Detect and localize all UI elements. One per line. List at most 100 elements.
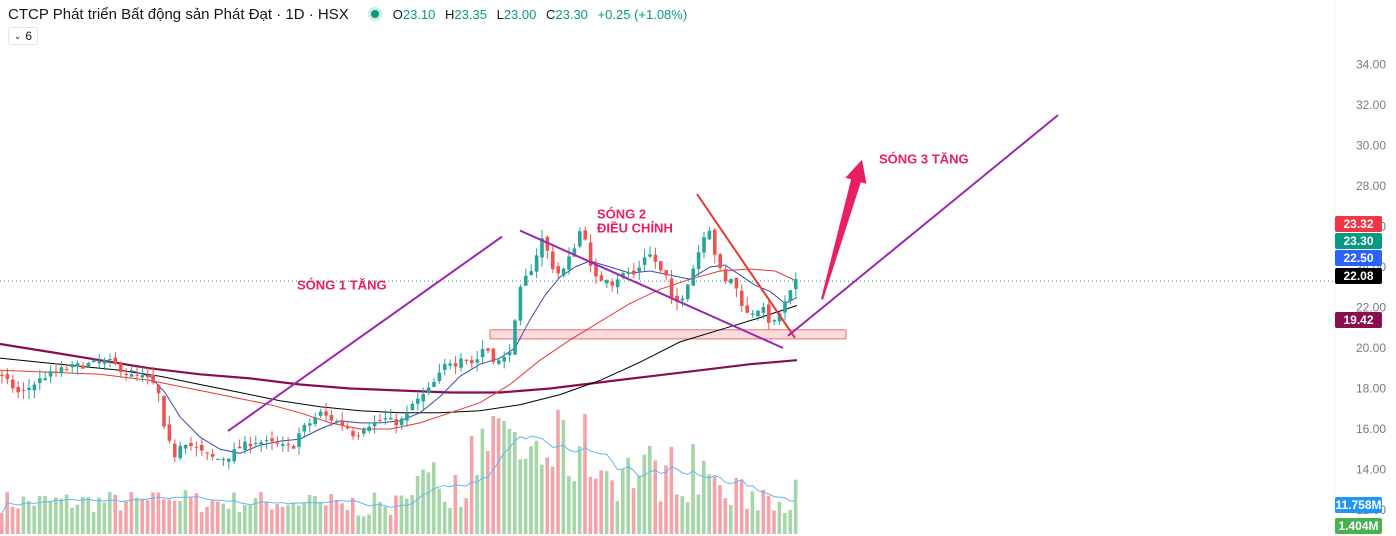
volume-bar [648, 445, 652, 534]
volume-bar [205, 506, 209, 534]
volume-bar [351, 497, 355, 534]
candle-body [437, 372, 442, 381]
candle-body [524, 275, 528, 286]
volume-bar [5, 492, 9, 534]
candle-body [248, 443, 253, 447]
candle-body [302, 424, 307, 432]
candle-body [372, 422, 377, 427]
volume-bar [70, 507, 74, 534]
volume-bar [48, 500, 53, 534]
volume-bar [388, 514, 393, 534]
volume-bar [556, 409, 560, 534]
candle-body [615, 279, 620, 288]
candle-body [464, 359, 469, 361]
wave-annotation[interactable]: SÓNG 2 [597, 206, 646, 221]
volume-bar [367, 514, 371, 534]
candle-body [702, 237, 706, 253]
trendline[interactable] [696, 193, 796, 339]
volume-bar [275, 503, 279, 534]
volume-bar [199, 511, 204, 534]
volume-bar [113, 494, 117, 534]
candle-body [216, 459, 220, 461]
wave-annotation[interactable]: ĐIỀU CHỈNH [597, 221, 673, 236]
trendline[interactable] [787, 114, 1059, 337]
volume-bar [480, 428, 485, 534]
volume-bar [496, 418, 501, 534]
candle-body [480, 349, 485, 358]
volume-bar [523, 458, 528, 534]
candle-body [11, 379, 15, 389]
candle-body [723, 269, 728, 282]
volume-bar [680, 496, 684, 534]
volume-bar [183, 490, 188, 534]
volume-bar [286, 504, 290, 534]
y-tick-label: 28.00 [1356, 179, 1386, 193]
candle-body [443, 364, 447, 370]
volume-bar [167, 499, 171, 534]
volume-bar [178, 500, 182, 534]
volume-bar [750, 491, 755, 534]
volume-bar [307, 494, 312, 534]
volume-bar [545, 457, 549, 534]
volume-bar [124, 501, 128, 534]
svg-text:23.32: 23.32 [1343, 217, 1373, 231]
candle-body [178, 445, 182, 459]
volume-bar [356, 515, 360, 534]
candle-body [286, 444, 290, 446]
candle-body [556, 266, 560, 274]
candle-body [756, 310, 760, 317]
candle-body [426, 387, 431, 394]
volume-bar [437, 488, 441, 534]
support-zone[interactable] [489, 329, 847, 340]
svg-text:11.758M: 11.758M [1335, 498, 1381, 512]
volume-bar [415, 476, 420, 534]
candle-body [86, 363, 91, 367]
candle-body [259, 442, 263, 445]
svg-text:1.404M: 1.404M [1338, 519, 1378, 533]
candle-body [605, 279, 609, 284]
candle-body [453, 363, 458, 367]
candle-body [351, 431, 355, 437]
y-tick-label: 22.00 [1356, 301, 1386, 315]
candle-body [378, 420, 382, 422]
volume-bar [394, 495, 398, 534]
volume-bar [405, 498, 409, 534]
volume-bar [788, 509, 792, 534]
chart-header: CTCP Phát triển Bất động sản Phát Đạt · … [8, 4, 693, 24]
candle-body [65, 369, 69, 371]
volume-bar [464, 498, 468, 534]
candle-body [691, 268, 695, 286]
candle-body [788, 290, 793, 302]
candle-body [551, 251, 555, 270]
candle-body [583, 230, 587, 240]
y-tick-label: 18.00 [1356, 382, 1386, 396]
candle-body [502, 357, 506, 362]
up-arrow-icon[interactable] [821, 159, 867, 300]
wave-annotation[interactable]: SÓNG 1 TĂNG [297, 277, 387, 292]
volume-bar [610, 480, 614, 534]
candle-body [146, 375, 150, 378]
indicators-toggle-button[interactable]: ⌄ 6 [8, 27, 38, 45]
candle-body [183, 445, 188, 449]
volume-bar [459, 506, 463, 534]
candle-body [32, 384, 37, 391]
volume-bar [10, 506, 15, 534]
volume-ma-line [1, 435, 796, 514]
volume-bar [491, 416, 495, 534]
volume-bar [572, 481, 576, 534]
candle-body [108, 358, 112, 361]
ma-slow-line [0, 305, 798, 414]
symbol-title[interactable]: CTCP Phát triển Bất động sản Phát Đạt · … [8, 5, 349, 23]
candle-body [653, 254, 658, 262]
volume-bar [27, 501, 31, 534]
candle-body [696, 252, 701, 270]
trendline[interactable] [519, 229, 784, 349]
wave-annotation[interactable]: SÓNG 3 TĂNG [879, 152, 969, 167]
candle-body [264, 440, 269, 442]
trendline[interactable] [227, 235, 503, 432]
volume-bar [118, 510, 123, 534]
candle-body [162, 396, 166, 427]
candle-body [189, 443, 193, 447]
volume-bar [129, 492, 134, 534]
